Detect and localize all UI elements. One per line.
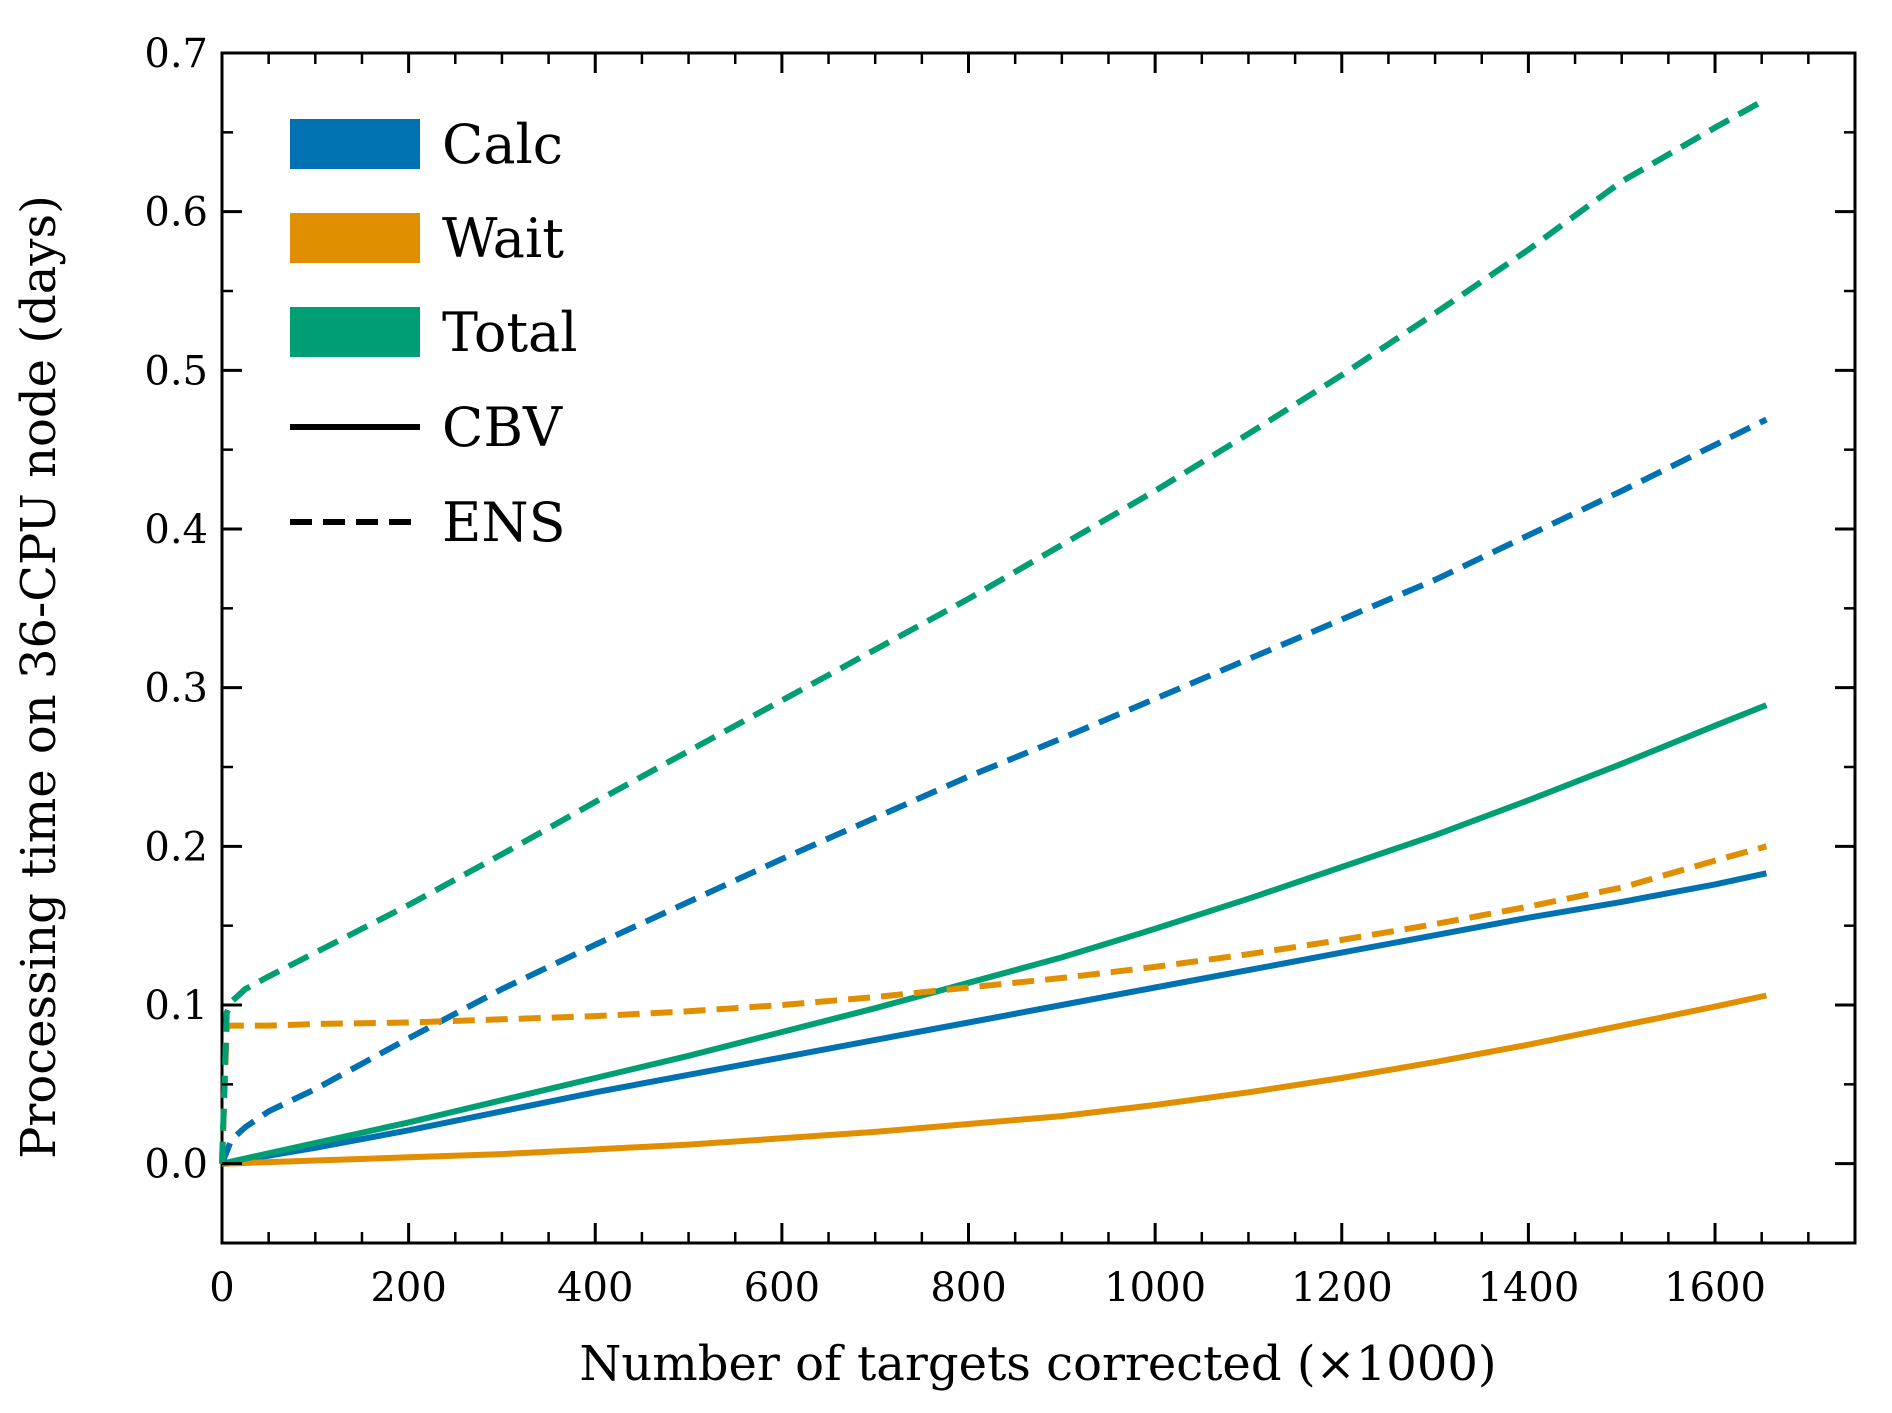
x-axis: 0 200 400 600 800 1000 1200 1400 1600 [209, 53, 1810, 1311]
x-tick-label: 1200 [1291, 1265, 1393, 1311]
x-tick-label: 0 [209, 1265, 234, 1311]
legend: Calc Wait Total CBV ENS [290, 113, 578, 554]
series-line-calc-ens [219, 416, 1768, 1165]
x-tick-label: 200 [370, 1265, 446, 1311]
x-axis-title: Number of targets corrected (×1000) [579, 1336, 1496, 1392]
y-tick-label: 0.4 [144, 507, 208, 553]
series-line-total-cbv [221, 702, 1768, 1167]
y-tick-label: 0.0 [144, 1142, 208, 1188]
legend-swatch-total [290, 307, 420, 357]
y-tick-label: 0.5 [144, 348, 208, 394]
series-line-calc-cbv [221, 870, 1768, 1167]
series-line-wait-cbv [221, 992, 1768, 1167]
y-tick-label: 0.3 [144, 666, 208, 712]
x-tick-label: 1400 [1478, 1265, 1580, 1311]
legend-label-calc: Calc [442, 113, 563, 176]
x-tick-label: 800 [930, 1265, 1006, 1311]
x-tick-label: 1600 [1664, 1265, 1766, 1311]
y-axis: 0.0 0.1 0.2 0.3 0.4 0.5 0.6 0.7 [144, 31, 1855, 1245]
series-line-total-ens [219, 96, 1768, 1164]
legend-swatch-wait [290, 213, 420, 263]
x-tick-label: 600 [744, 1265, 820, 1311]
legend-label-total: Total [442, 301, 578, 364]
legend-label-cbv: CBV [442, 396, 563, 459]
x-tick-label: 400 [557, 1265, 633, 1311]
legend-label-ens: ENS [442, 491, 566, 554]
y-axis-title: Processing time on 36-CPU node (days) [11, 195, 67, 1159]
series-layer [219, 96, 1768, 1167]
y-tick-label: 0.1 [144, 983, 208, 1029]
legend-label-wait: Wait [442, 207, 564, 270]
y-tick-label: 0.7 [144, 31, 208, 77]
y-tick-label: 0.2 [144, 824, 208, 870]
series-line-wait-ens [219, 843, 1768, 1164]
y-tick-label: 0.6 [144, 190, 208, 236]
x-tick-label: 1000 [1104, 1265, 1206, 1311]
plot-area [220, 51, 1857, 1245]
plot-frame [220, 51, 1857, 1245]
legend-swatch-calc [290, 119, 420, 169]
